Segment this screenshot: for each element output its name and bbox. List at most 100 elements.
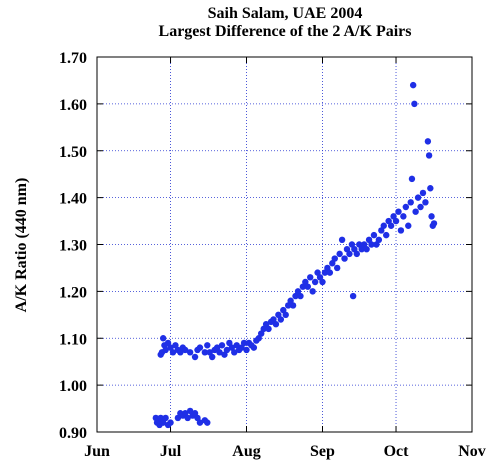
point: [223, 346, 231, 354]
point: [316, 274, 324, 281]
point: [213, 344, 221, 351]
point: [186, 349, 194, 356]
point: [186, 407, 194, 415]
point: [299, 283, 307, 290]
point: [167, 419, 174, 426]
point: [380, 222, 387, 229]
point: [162, 346, 169, 354]
point: [157, 414, 164, 422]
plot-frame: [96, 56, 473, 433]
point: [331, 255, 338, 262]
point: [363, 245, 370, 253]
point: [159, 419, 167, 426]
point: [289, 302, 297, 309]
point: [297, 292, 304, 300]
point: [321, 269, 329, 276]
point: [240, 339, 248, 347]
point: [373, 241, 380, 248]
chart-subtitle: Largest Difference of the 2 A/K Pairs: [159, 23, 412, 40]
y-axis-label: A/K Ratio (440 nm): [13, 178, 30, 313]
y-tick-label: 1.40: [59, 191, 87, 208]
point: [272, 320, 280, 328]
point: [275, 311, 282, 319]
point: [258, 330, 265, 337]
y-tick-label: 1.50: [59, 144, 87, 161]
point: [184, 414, 191, 422]
x-tick-label: Oct: [384, 443, 410, 460]
point: [353, 250, 361, 258]
point: [255, 335, 262, 342]
point: [191, 410, 199, 417]
point: [365, 236, 373, 244]
point: [402, 203, 410, 211]
point: [430, 220, 438, 227]
point: [375, 236, 383, 244]
point: [324, 264, 331, 272]
point: [284, 302, 292, 309]
point: [231, 349, 238, 356]
point: [392, 217, 400, 225]
point: [358, 245, 365, 253]
point: [201, 349, 209, 356]
point: [405, 222, 412, 229]
y-tick-label: 1.60: [59, 97, 87, 114]
point: [341, 255, 348, 262]
x-tick-label: Jul: [160, 443, 182, 460]
point: [329, 260, 336, 267]
y-tick-label: 1.20: [59, 284, 87, 301]
point: [360, 241, 368, 248]
point: [428, 213, 435, 220]
point: [294, 288, 302, 295]
point: [343, 245, 351, 253]
point: [414, 194, 422, 201]
point: [338, 236, 346, 244]
point: [314, 269, 321, 276]
point: [407, 199, 414, 206]
point: [319, 278, 326, 286]
point: [218, 342, 226, 349]
point: [427, 185, 434, 192]
point: [309, 288, 316, 295]
point: [162, 414, 169, 422]
point: [368, 241, 375, 248]
point: [260, 325, 267, 333]
point: [351, 245, 358, 253]
point: [233, 342, 240, 349]
point: [370, 231, 378, 239]
point: [280, 306, 287, 314]
y-tick-label: 1.00: [59, 378, 87, 395]
point: [336, 250, 343, 258]
point: [182, 410, 189, 417]
point: [408, 175, 416, 183]
point: [287, 297, 294, 304]
point: [177, 349, 184, 356]
point: [304, 283, 311, 290]
y-tick-label: 0.90: [59, 425, 87, 442]
point: [411, 100, 418, 108]
point: [425, 152, 433, 159]
x-tick-label: Sep: [310, 443, 335, 460]
point: [395, 208, 402, 215]
point: [302, 278, 309, 286]
point: [221, 351, 228, 358]
point: [194, 414, 201, 422]
point: [356, 241, 363, 248]
point: [191, 353, 199, 361]
point: [228, 344, 236, 351]
point: [292, 292, 299, 300]
point: [390, 213, 397, 220]
point: [333, 264, 341, 272]
point: [282, 311, 289, 319]
point: [270, 316, 277, 323]
point: [422, 199, 429, 206]
point: [250, 344, 258, 351]
point: [174, 414, 182, 422]
chart-title: Saih Salam, UAE 2004: [208, 5, 363, 22]
point: [206, 349, 213, 356]
point: [208, 353, 216, 361]
point: [412, 208, 419, 215]
point: [262, 320, 270, 328]
point: [238, 344, 245, 351]
x-tick-label: Jun: [84, 443, 110, 460]
